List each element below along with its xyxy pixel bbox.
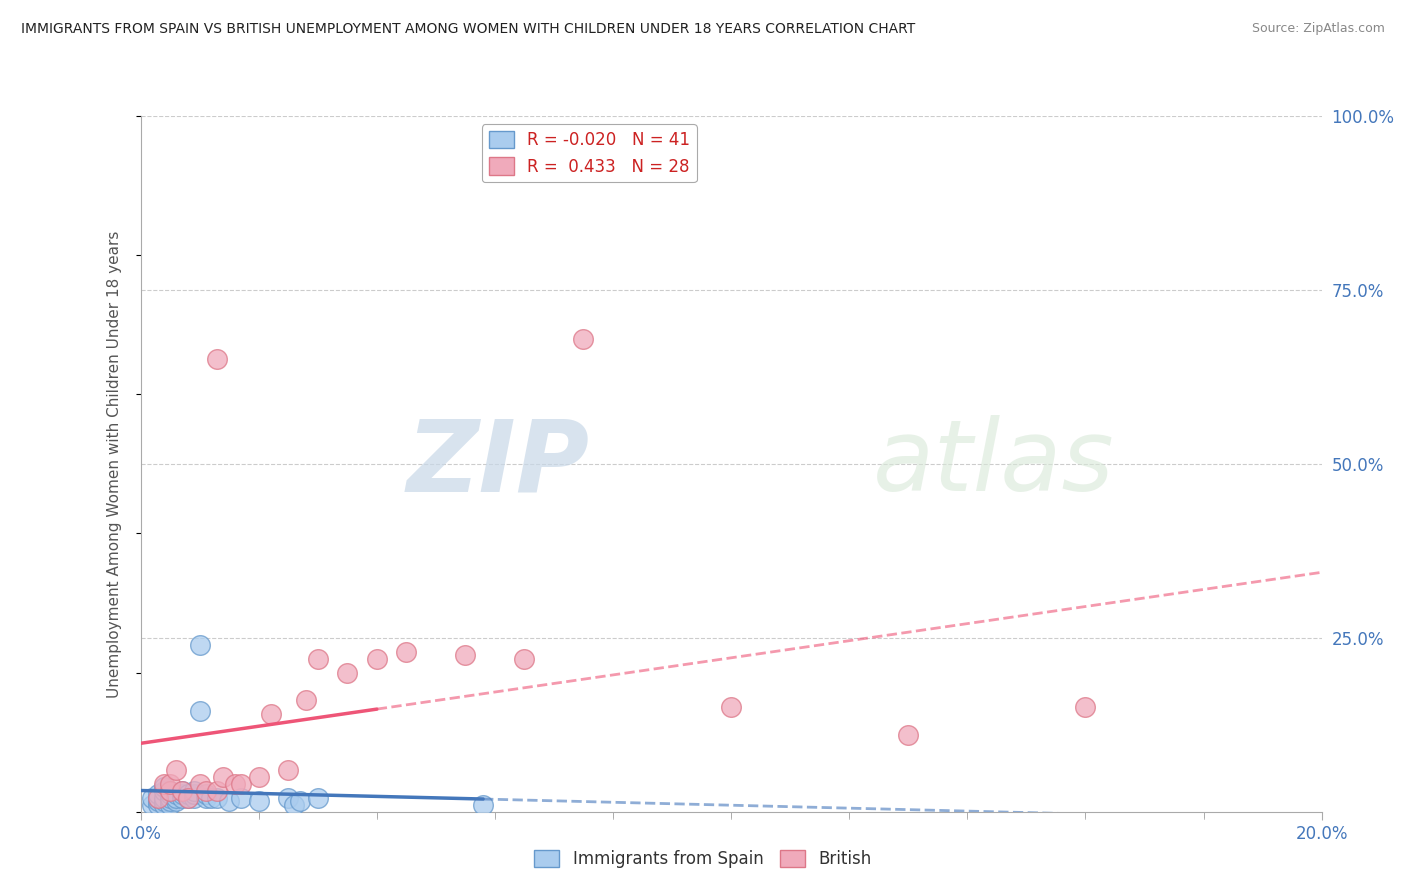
Point: [472, 797, 495, 812]
Text: Source: ZipAtlas.com: Source: ZipAtlas.com: [1251, 22, 1385, 36]
Point: [177, 790, 200, 805]
Text: IMMIGRANTS FROM SPAIN VS BRITISH UNEMPLOYMENT AMONG WOMEN WITH CHILDREN UNDER 18: IMMIGRANTS FROM SPAIN VS BRITISH UNEMPLO…: [21, 22, 915, 37]
Point: [148, 788, 170, 801]
Point: [183, 784, 205, 798]
Point: [229, 777, 252, 791]
Point: [183, 790, 205, 805]
Point: [159, 790, 181, 805]
Point: [148, 790, 170, 805]
Point: [572, 332, 595, 346]
Point: [141, 790, 163, 805]
Point: [153, 794, 176, 808]
Point: [336, 665, 359, 680]
Point: [165, 790, 187, 805]
Point: [224, 777, 246, 791]
Point: [188, 777, 211, 791]
Point: [170, 784, 193, 798]
Point: [218, 794, 240, 808]
Point: [247, 794, 270, 808]
Point: [165, 794, 187, 808]
Point: [170, 788, 193, 801]
Point: [200, 790, 222, 805]
Point: [183, 788, 205, 801]
Point: [277, 790, 299, 805]
Point: [307, 790, 329, 805]
Point: [188, 704, 211, 718]
Point: [177, 788, 200, 801]
Point: [212, 770, 235, 784]
Point: [159, 797, 181, 812]
Point: [395, 645, 418, 659]
Point: [283, 797, 305, 812]
Point: [194, 788, 217, 801]
Point: [513, 651, 536, 665]
Point: [159, 777, 181, 791]
Point: [207, 352, 229, 367]
Point: [153, 790, 176, 805]
Point: [229, 790, 252, 805]
Point: [207, 784, 229, 798]
Point: [454, 648, 477, 662]
Point: [295, 693, 318, 707]
Point: [194, 784, 217, 798]
Point: [897, 728, 920, 742]
Point: [194, 790, 217, 805]
Point: [153, 797, 176, 812]
Point: [247, 770, 270, 784]
Point: [720, 700, 742, 714]
Point: [177, 790, 200, 805]
Point: [159, 788, 181, 801]
Point: [207, 790, 229, 805]
Point: [159, 794, 181, 808]
Point: [165, 763, 187, 777]
Point: [259, 707, 281, 722]
Point: [141, 797, 163, 812]
Point: [288, 794, 311, 808]
Legend: Immigrants from Spain, British: Immigrants from Spain, British: [527, 843, 879, 875]
Point: [366, 651, 388, 665]
Point: [307, 651, 329, 665]
Point: [153, 784, 176, 798]
Point: [148, 790, 170, 805]
Point: [170, 790, 193, 805]
Point: [148, 794, 170, 808]
Point: [188, 638, 211, 652]
Point: [1074, 700, 1097, 714]
Point: [165, 788, 187, 801]
Point: [148, 797, 170, 812]
Point: [153, 777, 176, 791]
Point: [159, 784, 181, 798]
Point: [159, 784, 181, 798]
Legend: R = -0.020   N = 41, R =  0.433   N = 28: R = -0.020 N = 41, R = 0.433 N = 28: [482, 124, 697, 182]
Point: [153, 780, 176, 795]
Text: ZIP: ZIP: [406, 416, 589, 512]
Y-axis label: Unemployment Among Women with Children Under 18 years: Unemployment Among Women with Children U…: [107, 230, 122, 698]
Point: [277, 763, 299, 777]
Text: atlas: atlas: [873, 416, 1115, 512]
Point: [170, 784, 193, 798]
